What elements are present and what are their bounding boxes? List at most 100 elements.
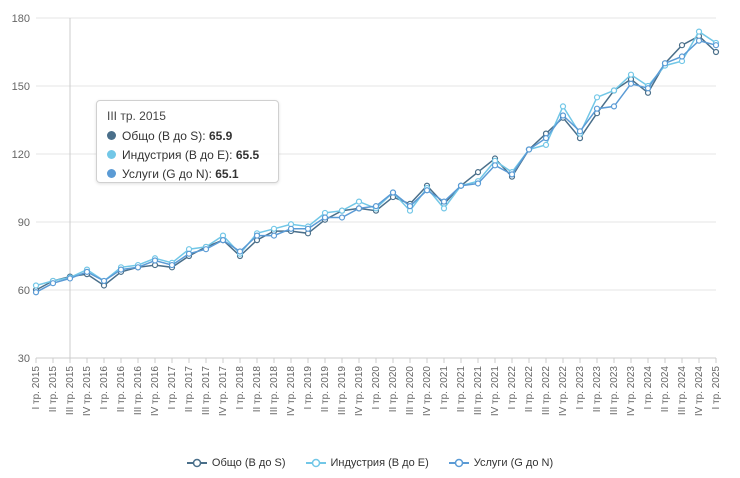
data-point-industry[interactable]	[355, 198, 363, 205]
data-point-services[interactable]	[83, 268, 91, 275]
tooltip-row-industry: Индустрия (B до E): 65.5	[107, 146, 268, 165]
y-tick-label: 30	[18, 353, 30, 365]
data-point-services[interactable]	[287, 225, 295, 232]
data-point-services[interactable]	[355, 205, 363, 212]
x-tick-label: III тр. 2021	[473, 366, 484, 415]
data-point-industry[interactable]	[270, 225, 278, 232]
x-tick-label: IV тр. 2021	[490, 366, 501, 417]
data-point-services[interactable]	[151, 257, 159, 264]
data-point-services[interactable]	[406, 203, 414, 210]
data-point-total[interactable]	[712, 48, 720, 56]
data-point-services[interactable]	[542, 135, 550, 142]
data-point-industry[interactable]	[610, 87, 618, 94]
data-point-services[interactable]	[185, 250, 193, 257]
data-point-industry[interactable]	[695, 28, 703, 35]
data-point-services[interactable]	[66, 275, 74, 282]
data-point-services[interactable]	[525, 146, 533, 153]
data-point-industry[interactable]	[627, 71, 635, 78]
data-point-services[interactable]	[236, 248, 244, 255]
tooltip-dot-services	[107, 169, 116, 179]
tooltip-label-services: Услуги (G до N)	[122, 167, 209, 181]
x-tick-label: II тр. 2022	[524, 366, 535, 413]
x-tick-label: III тр. 2015	[65, 366, 76, 415]
x-tick-label: IV тр. 2023	[626, 366, 637, 417]
data-point-services[interactable]	[168, 261, 176, 269]
tooltip-value-services: 65.1	[215, 167, 239, 181]
data-point-services[interactable]	[49, 280, 57, 287]
x-tick-label: III тр. 2019	[337, 366, 348, 415]
legend-symbol-total	[186, 458, 207, 468]
data-point-services[interactable]	[440, 198, 448, 205]
data-point-services[interactable]	[372, 203, 380, 210]
data-point-industry[interactable]	[593, 94, 601, 101]
data-point-services[interactable]	[423, 187, 431, 194]
data-point-industry[interactable]	[440, 205, 448, 212]
data-point-services[interactable]	[457, 182, 465, 189]
data-point-total[interactable]	[678, 42, 686, 49]
x-tick-label: III тр. 2020	[405, 366, 416, 415]
data-point-services[interactable]	[270, 232, 278, 239]
x-tick-label: II тр. 2015	[48, 366, 59, 413]
x-tick-label: II тр. 2019	[320, 366, 331, 413]
data-point-services[interactable]	[678, 53, 686, 60]
series-services	[32, 37, 720, 296]
x-tick-label: I тр. 2016	[99, 366, 110, 410]
data-point-services[interactable]	[576, 128, 584, 135]
y-tick-label: 60	[18, 285, 30, 297]
x-tick-label: I тр. 2024	[643, 366, 654, 410]
data-point-total[interactable]	[474, 169, 482, 176]
chart-legend: Общо (B до S) Индустрия (B до E) Услуги …	[0, 453, 740, 473]
data-point-services[interactable]	[134, 264, 142, 271]
data-point-services[interactable]	[610, 103, 618, 110]
x-tick-label: IV тр. 2016	[150, 366, 161, 417]
data-point-services[interactable]	[508, 171, 516, 178]
data-point-services[interactable]	[202, 246, 210, 253]
legend-item-industry[interactable]: Индустрия (B до E)	[305, 457, 429, 469]
data-point-services[interactable]	[253, 232, 261, 239]
legend-item-services[interactable]: Услуги (G до N)	[448, 457, 553, 469]
data-point-services[interactable]	[32, 289, 40, 296]
x-tick-label: IV тр. 2024	[694, 366, 705, 417]
legend-symbol-industry	[305, 458, 326, 468]
data-point-services[interactable]	[219, 237, 227, 244]
data-point-services[interactable]	[712, 42, 720, 49]
x-tick-label: I тр. 2020	[371, 366, 382, 410]
data-point-services[interactable]	[389, 189, 397, 196]
data-point-services[interactable]	[627, 80, 635, 87]
x-tick-label: I тр. 2022	[507, 366, 518, 410]
data-point-services[interactable]	[100, 277, 108, 285]
legend-label-total: Общо (B до S)	[211, 457, 286, 469]
data-point-industry[interactable]	[542, 141, 550, 149]
data-point-services[interactable]	[338, 214, 346, 221]
data-point-services[interactable]	[593, 105, 601, 112]
x-tick-label: III тр. 2017	[201, 366, 212, 415]
x-tick-label: III тр. 2018	[269, 366, 280, 415]
data-point-industry[interactable]	[32, 282, 40, 289]
legend-item-total[interactable]: Общо (B до S)	[186, 457, 286, 469]
tooltip-label-industry: Индустрия (B до E)	[122, 148, 230, 162]
data-point-industry[interactable]	[559, 103, 567, 110]
data-point-services[interactable]	[695, 37, 703, 44]
x-tick-label: I тр. 2023	[575, 366, 586, 410]
data-point-services[interactable]	[304, 225, 312, 232]
x-tick-label: II тр. 2017	[184, 366, 195, 413]
data-point-services[interactable]	[117, 266, 125, 273]
data-point-services[interactable]	[661, 60, 669, 67]
y-tick-label: 90	[18, 217, 30, 229]
y-axis: 30 60 90 120 150 180	[12, 13, 30, 365]
data-point-services[interactable]	[644, 85, 652, 92]
x-tick-label: II тр. 2016	[116, 366, 127, 413]
tooltip-row-services: Услуги (G до N): 65.1	[107, 165, 268, 184]
x-tick-label: I тр. 2015	[31, 366, 42, 410]
data-point-services[interactable]	[491, 162, 499, 169]
data-point-services[interactable]	[559, 112, 567, 119]
data-point-industry[interactable]	[338, 207, 346, 214]
data-point-services[interactable]	[321, 214, 329, 221]
data-point-services[interactable]	[474, 180, 482, 187]
x-tick-label: II тр. 2021	[456, 366, 467, 413]
y-tick-label: 180	[12, 13, 30, 25]
tooltip-label-total: Общо (B до S)	[122, 129, 203, 143]
x-tick-label: I тр. 2019	[303, 366, 314, 410]
tooltip-value-industry: 65.5	[235, 148, 260, 162]
x-tick-label: IV тр. 2020	[422, 366, 433, 417]
